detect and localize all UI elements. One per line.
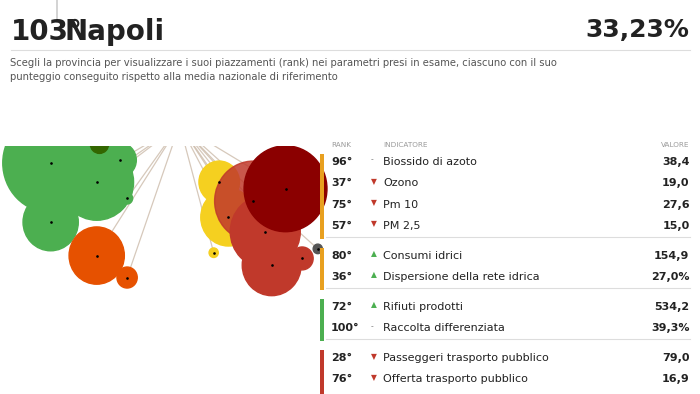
Text: VALORE: VALORE (661, 142, 690, 148)
Circle shape (90, 134, 108, 153)
Circle shape (177, 122, 183, 128)
Text: ▼: ▼ (371, 177, 377, 186)
Text: ▼: ▼ (371, 219, 377, 228)
Text: ▼: ▼ (371, 198, 377, 207)
Text: 96°: 96° (331, 157, 353, 167)
Text: 15,0: 15,0 (662, 221, 690, 231)
Circle shape (209, 248, 218, 258)
Text: ▼: ▼ (371, 373, 377, 382)
Text: Passeggeri trasporto pubblico: Passeggeri trasporto pubblico (383, 353, 549, 363)
Text: RANK: RANK (331, 142, 351, 148)
Circle shape (201, 189, 256, 246)
Circle shape (103, 143, 136, 177)
Text: 103°: 103° (10, 18, 83, 46)
Text: 154,9: 154,9 (654, 251, 690, 261)
Text: 19,0: 19,0 (662, 178, 690, 188)
Circle shape (23, 193, 78, 251)
Text: 27,6: 27,6 (662, 199, 690, 210)
Text: 38,4: 38,4 (662, 157, 690, 167)
Circle shape (3, 113, 99, 213)
Text: ▲: ▲ (371, 300, 377, 309)
Text: 534,2: 534,2 (654, 302, 690, 312)
Text: 28°: 28° (331, 353, 352, 363)
Text: 16,9: 16,9 (662, 374, 690, 385)
Text: Offerta trasporto pubblico: Offerta trasporto pubblico (383, 374, 528, 385)
Circle shape (291, 247, 313, 270)
Text: 37°: 37° (331, 178, 352, 188)
Circle shape (199, 161, 239, 203)
Text: Biossido di azoto: Biossido di azoto (383, 157, 477, 167)
Text: 72°: 72° (331, 302, 352, 312)
Text: PM 2,5: PM 2,5 (383, 221, 421, 231)
Circle shape (242, 234, 301, 296)
Text: 76°: 76° (331, 374, 352, 385)
Circle shape (244, 146, 327, 232)
Text: INDICATORE: INDICATORE (383, 142, 428, 148)
Text: Dispersione della rete idrica: Dispersione della rete idrica (383, 272, 540, 282)
Text: -: - (371, 322, 374, 331)
Text: ▲: ▲ (371, 249, 377, 258)
Text: 39,3%: 39,3% (651, 323, 690, 333)
Circle shape (60, 144, 134, 220)
Text: Ozono: Ozono (383, 178, 418, 188)
Circle shape (215, 161, 292, 241)
Text: Raccolta differenziata: Raccolta differenziata (383, 323, 505, 333)
Text: Rifiuti prodotti: Rifiuti prodotti (383, 302, 463, 312)
Circle shape (313, 244, 323, 254)
Text: 75°: 75° (331, 199, 352, 210)
Text: 79,0: 79,0 (662, 353, 690, 363)
Text: ▼: ▼ (371, 351, 377, 361)
Circle shape (117, 267, 137, 288)
Text: 36°: 36° (331, 272, 352, 282)
Text: Napoli: Napoli (64, 18, 164, 46)
Text: 80°: 80° (331, 251, 352, 261)
Text: Pm 10: Pm 10 (383, 199, 418, 210)
Text: 27,0%: 27,0% (651, 272, 690, 282)
Circle shape (69, 227, 125, 284)
Text: -: - (371, 155, 374, 164)
Text: 100°: 100° (331, 323, 360, 333)
Circle shape (122, 193, 132, 204)
Text: 33,23%: 33,23% (586, 18, 690, 42)
Circle shape (230, 195, 300, 268)
Text: Consumi idrici: Consumi idrici (383, 251, 462, 261)
Text: Scegli la provincia per visualizzare i suoi piazzamenti (rank) nei parametri pre: Scegli la provincia per visualizzare i s… (10, 58, 557, 82)
Text: 57°: 57° (331, 221, 352, 231)
Text: ▲: ▲ (371, 270, 377, 279)
